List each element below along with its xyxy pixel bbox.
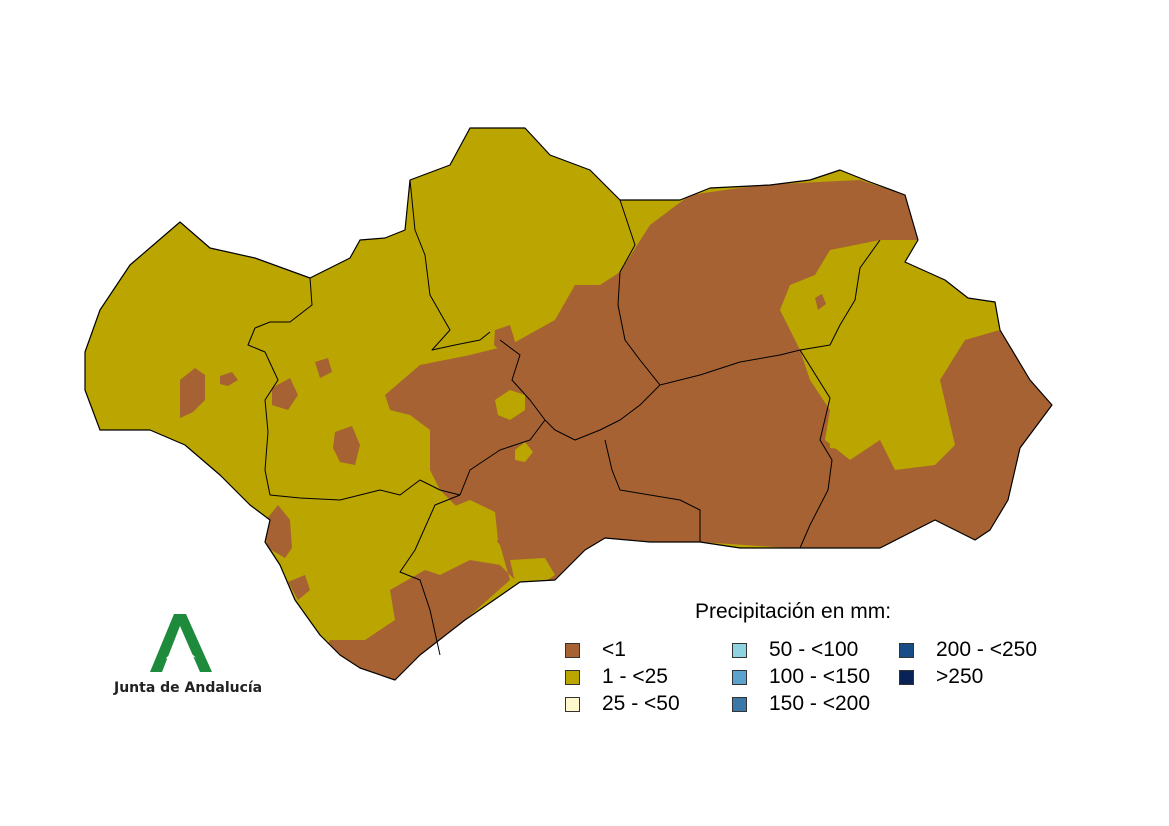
legend-swatch [732, 696, 747, 712]
wet-zone-jaen-south [515, 442, 533, 462]
dry-zone-huelva-1 [180, 368, 205, 418]
dry-zone-central [320, 180, 1052, 680]
legend-swatch [565, 696, 580, 712]
legend-label: <1 [602, 638, 626, 661]
boundary-sevilla-cadiz [269, 479, 461, 501]
legend-label: 150 - <200 [769, 692, 871, 715]
legend-label: 100 - <150 [769, 665, 871, 688]
dry-zone-sevilla-2 [315, 358, 332, 378]
legend-item: >250 [899, 664, 983, 690]
wet-zone-granada-east [830, 410, 860, 450]
dry-zone-cadiz-coast [288, 575, 310, 600]
boundary-jaen-albacete-granada [799, 239, 881, 351]
legend-swatch [732, 669, 747, 685]
boundary-granada-malaga [604, 439, 701, 542]
wet-zone-cordoba-patch [495, 390, 525, 420]
legend-item: 50 - <100 [732, 637, 858, 663]
legend: Precipitación en mm: <1 1 - <25 25 - <50… [560, 600, 1060, 720]
wet-zone-malaga-west [440, 500, 498, 560]
legend-swatch [565, 669, 580, 685]
boundary-malaga-cadiz [399, 494, 461, 656]
junta-logo-icon [150, 614, 212, 672]
boundary-sevilla-cordoba [409, 179, 491, 351]
legend-label: 25 - <50 [602, 692, 680, 715]
junta-de-andalucia-logo: Junta de Andalucía [108, 612, 268, 702]
legend-swatch [565, 642, 580, 658]
legend-item: 1 - <25 [565, 664, 668, 690]
legend-item: 150 - <200 [732, 691, 870, 717]
province-boundaries [247, 179, 881, 656]
legend-label: 50 - <100 [769, 638, 859, 661]
legend-item: 200 - <250 [899, 637, 1037, 663]
andalucia-outline [84, 127, 1053, 681]
legend-item: <1 [565, 637, 626, 663]
legend-item: 100 - <150 [732, 664, 870, 690]
wet-zone-malaga-coast [510, 558, 555, 585]
legend-title: Precipitación en mm: [695, 600, 892, 623]
dry-zone-sevilla-3 [333, 426, 360, 465]
legend-label: 1 - <25 [602, 665, 668, 688]
boundary-cordoba-granada [499, 339, 661, 441]
boundary-granada-almeria [799, 349, 833, 549]
boundary-huelva-sevilla [247, 277, 313, 496]
boundary-cordoba-malaga [459, 419, 546, 496]
logo-text: Junta de Andalucía [114, 680, 263, 696]
legend-swatch [899, 669, 914, 685]
dry-zone-cadiz-west [262, 505, 292, 558]
dry-zone-sevilla-1 [272, 378, 298, 410]
dry-zone-granada-isolated [815, 294, 826, 310]
boundary-jaen-granada [659, 349, 801, 386]
boundary-cordoba-jaen [617, 199, 661, 386]
dry-zone-huelva-2 [220, 372, 238, 386]
legend-label: 200 - <250 [936, 638, 1038, 661]
legend-item: 25 - <50 [565, 691, 680, 717]
legend-swatch [899, 642, 914, 658]
legend-label: >250 [936, 665, 984, 688]
legend-swatch [732, 642, 747, 658]
